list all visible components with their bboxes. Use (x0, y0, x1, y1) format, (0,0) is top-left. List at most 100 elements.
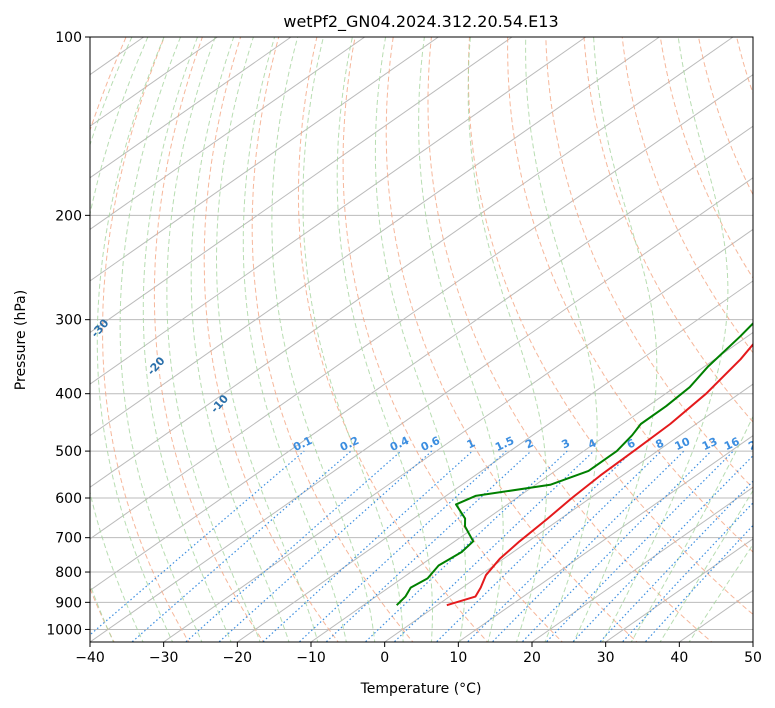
x-tick-label: −40 (75, 650, 105, 666)
mixing-ratio-label: 16 (722, 435, 742, 453)
moist-adiabat-line (90, 37, 133, 642)
x-axis: −40 −30 −20 −10 0 10 20 30 40 50 (75, 642, 762, 666)
isotherm-line (90, 37, 660, 437)
y-axis-label: Pressure (hPa) (13, 290, 29, 390)
isotherm-line (90, 37, 439, 282)
plot-frame (89, 36, 754, 643)
x-tick-label: −10 (296, 650, 326, 666)
moist-adiabat-line (630, 415, 753, 642)
isotherm-line (90, 37, 734, 488)
dry-adiabat-line (659, 37, 753, 279)
y-tick-label: 900 (55, 595, 82, 611)
moist-adiabat-line (242, 37, 347, 642)
dry-adiabat-line (102, 37, 190, 642)
isotherm-line (90, 125, 753, 592)
isotherm-line (90, 73, 753, 540)
moist-adiabat-line (467, 37, 548, 642)
dry-adiabat-line (297, 37, 489, 642)
mixing-ratio-line (364, 450, 568, 642)
dry-adiabat-line (153, 37, 265, 642)
moist-adiabat-line (142, 37, 232, 642)
moist-adiabat-line (336, 37, 433, 642)
moist-adiabat-line (525, 37, 598, 642)
dry-adiabat-label: -20 (145, 354, 168, 378)
moist-adiabat-line (688, 543, 753, 642)
moist-adiabat-line (659, 489, 753, 642)
mixing-ratio-line (298, 450, 507, 642)
moist-adiabat-line (190, 37, 290, 642)
dry-adiabat-label: -50 (0, 241, 19, 265)
dry-adiabat-line (467, 37, 753, 616)
chart-title: wetPf2_GN04.2024.312.20.54.E13 (283, 12, 558, 32)
mixing-ratio-line (218, 450, 433, 642)
moist-adiabat-line (166, 37, 261, 642)
dry-adiabat-label: -40 (39, 279, 62, 303)
mixing-ratio-label: 13 (700, 435, 719, 453)
mixing-ratio-line (644, 524, 753, 642)
isotherm-line (752, 641, 753, 642)
mixing-ratio-line (491, 450, 685, 642)
y-tick-label: 500 (55, 444, 82, 460)
x-tick-label: 30 (597, 650, 615, 666)
isotherm-line (90, 37, 365, 230)
isotherm-line (90, 37, 218, 127)
temperature-profile-line (446, 342, 753, 607)
isotherm-line (90, 37, 513, 334)
series-layer (395, 322, 753, 607)
dry-adiabat-line (621, 37, 753, 354)
dry-adiabat-line (771, 24, 775, 645)
mixing-ratio-line (435, 450, 634, 642)
moist-adiabat-line (601, 37, 729, 642)
mixing-ratio-line (325, 450, 532, 642)
dry-adiabat-line (203, 37, 339, 642)
isotherm-line (679, 589, 753, 642)
mixing-ratio-line (466, 450, 662, 642)
mixing-ratio-line (545, 450, 734, 642)
isotherm-line (163, 228, 753, 642)
mixing-ratio-label: 3 (559, 436, 571, 451)
isotherm-line (237, 280, 753, 642)
mixing-ratio-line (184, 450, 402, 642)
x-tick-label: 40 (670, 650, 688, 666)
mixing-ratio-line (521, 450, 712, 642)
x-tick-label: 10 (449, 650, 467, 666)
x-axis-label: Temperature (°C) (360, 681, 482, 697)
x-tick-label: −20 (223, 650, 253, 666)
y-tick-label: 100 (55, 30, 82, 46)
y-tick-label: 700 (55, 531, 82, 547)
dry-adiabat-line (736, 37, 753, 95)
dry-adiabat-line (251, 37, 414, 642)
x-tick-label: 0 (380, 650, 389, 666)
mixing-ratio-line (621, 502, 753, 642)
x-tick-label: 50 (744, 650, 762, 666)
mixing-ratio-label: 1 (465, 436, 477, 451)
isotherm-line (605, 538, 753, 642)
moist-adiabat-line (418, 37, 504, 642)
dry-adiabat-line (342, 37, 564, 642)
isotherm-line (310, 331, 753, 642)
dry-adiabat-line (507, 37, 753, 553)
mixing-ratio-label: 10 (673, 435, 693, 453)
isotherm-line (458, 435, 753, 642)
isotherm-line (384, 383, 753, 642)
dry-adiabat-line (427, 37, 713, 642)
isotherm-line (90, 177, 753, 642)
y-tick-label: 400 (55, 387, 82, 403)
dry-adiabat-line (583, 37, 753, 423)
isotherm-line (90, 37, 586, 385)
y-tick-label: 300 (55, 313, 82, 329)
grid-layer: 0.10.20.40.611.52346810131620253036-100-… (0, 24, 775, 645)
mixing-ratio-line (571, 454, 753, 642)
x-tick-label: 20 (523, 650, 541, 666)
mixing-ratio-label: 2 (523, 436, 535, 451)
mixing-ratio-label: 20 (746, 435, 766, 453)
y-axis: 1000 900 800 700 600 500 400 300 200 100 (46, 30, 90, 638)
moist-adiabat-line (573, 37, 658, 642)
moist-adiabat-line (374, 37, 467, 642)
moist-adiabat-line (90, 37, 149, 642)
isotherm-line (531, 486, 753, 642)
mixing-ratio-line (261, 450, 473, 642)
x-tick-label: −30 (149, 650, 179, 666)
y-tick-label: 1000 (46, 622, 82, 638)
